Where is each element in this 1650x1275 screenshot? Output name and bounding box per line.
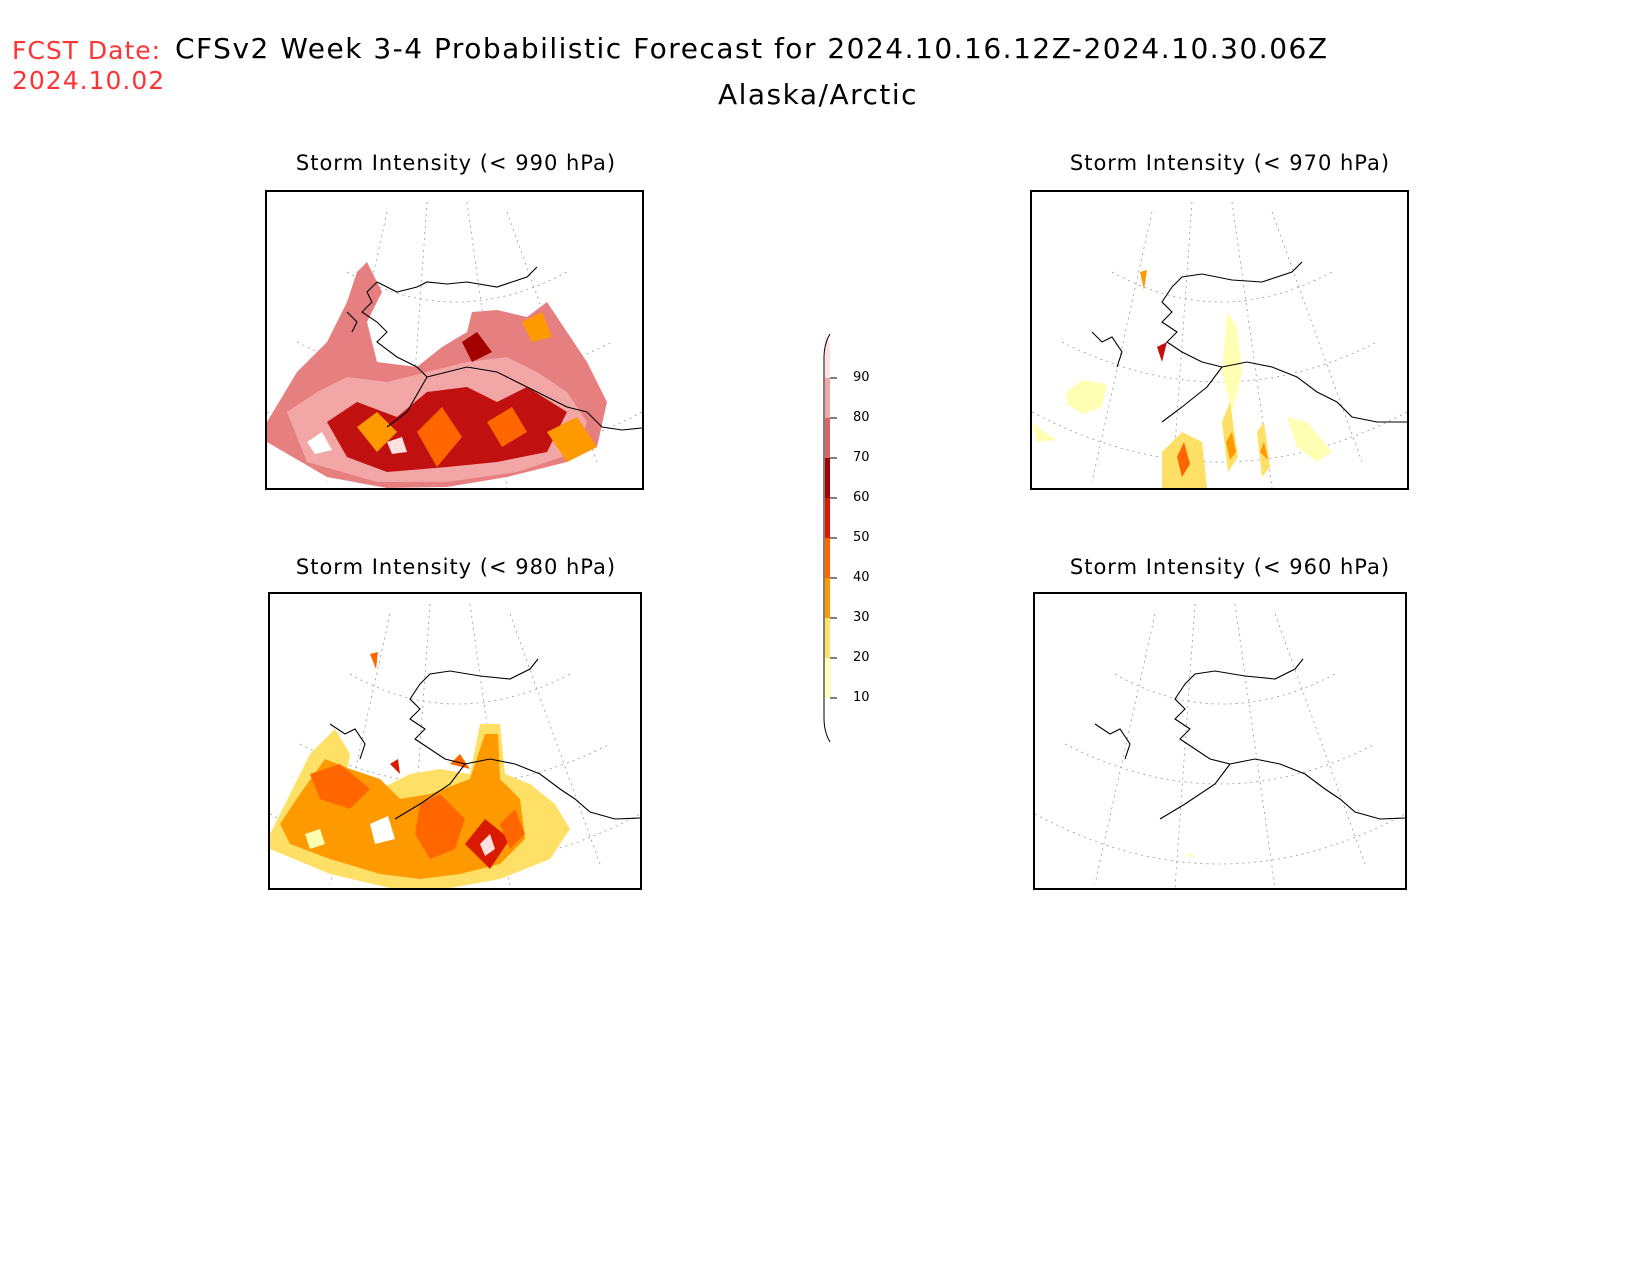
probability-fill (267, 262, 607, 488)
panel-title-960: Storm Intensity (< 960 hPa) (1069, 555, 1391, 579)
panel-title-980: Storm Intensity (< 980 hPa) (295, 555, 617, 579)
colorbar-label: 80 (853, 410, 870, 425)
colorbar-svg (823, 333, 837, 743)
map-970-svg (1032, 201, 1407, 488)
colorbar-label: 40 (853, 570, 870, 585)
colorbar-label: 60 (853, 490, 870, 505)
map-panel-960 (1033, 592, 1407, 890)
colorbar-label: 30 (853, 610, 870, 625)
colorbar-segment (825, 458, 830, 498)
colorbar-segment (825, 334, 830, 378)
colorbar-segment (825, 378, 830, 418)
alaska-coastline (1094, 658, 1405, 820)
page-title: CFSv2 Week 3-4 Probabilistic Forecast fo… (175, 32, 1329, 65)
map-990-svg (267, 201, 642, 488)
colorbar-outline (823, 333, 831, 743)
colorbar-segment (825, 698, 830, 742)
forecast-date-value: 2024.10.02 (12, 66, 166, 95)
colorbar-segment (825, 618, 830, 658)
map-panel-980 (268, 592, 642, 890)
panel-title-970: Storm Intensity (< 970 hPa) (1069, 151, 1391, 175)
map-panel-990 (265, 190, 644, 490)
alaska-coastline (329, 658, 640, 820)
map-graticule (1035, 603, 1405, 888)
map-960-svg (1035, 603, 1405, 888)
probability-fill (270, 652, 570, 888)
colorbar-label: 10 (853, 690, 870, 705)
region-subtitle: Alaska/Arctic (717, 78, 919, 111)
probability-fill (1032, 270, 1332, 488)
colorbar-label: 50 (853, 530, 870, 545)
map-graticule (1032, 201, 1407, 488)
panel-title-990: Storm Intensity (< 990 hPa) (295, 151, 617, 175)
colorbar-segment (825, 578, 830, 618)
forecast-date-label: FCST Date: (12, 36, 162, 65)
colorbar-label: 90 (853, 370, 870, 385)
colorbar-label: 70 (853, 450, 870, 465)
colorbar-segment (825, 658, 830, 698)
alaska-coastline (346, 266, 642, 431)
probability-colorbar (820, 333, 880, 744)
colorbar-segment (825, 538, 830, 578)
colorbar-segment (825, 418, 830, 458)
colorbar-label: 20 (853, 650, 870, 665)
map-panel-970 (1030, 190, 1409, 490)
alaska-coastline (1091, 261, 1407, 423)
map-980-svg (270, 603, 640, 888)
colorbar-segment (825, 498, 830, 538)
probability-fill (1187, 852, 1193, 858)
